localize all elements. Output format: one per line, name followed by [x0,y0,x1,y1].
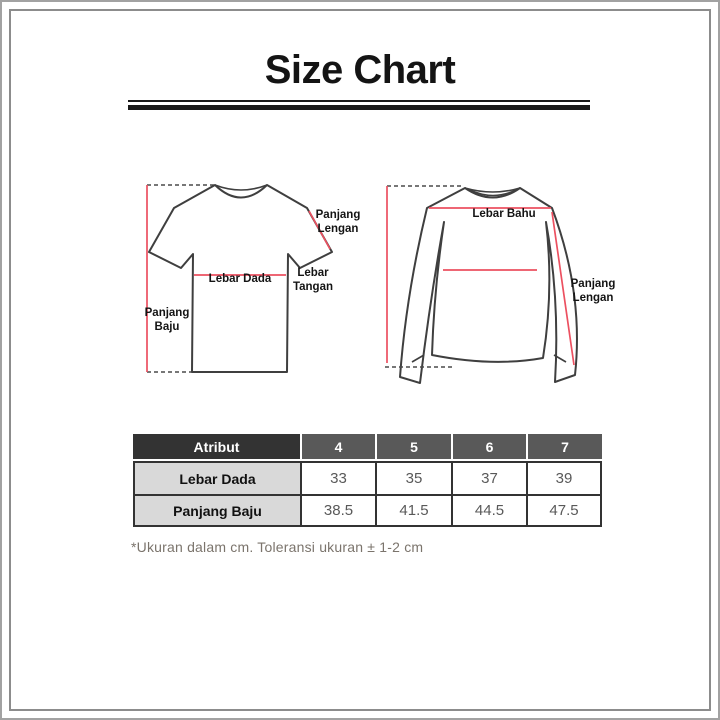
table-header-size-6: 6 [451,434,526,461]
table-header-size-4: 4 [300,434,375,461]
cell-value: 44.5 [451,494,526,527]
sleeve-length-measure-line [308,210,331,250]
label-sleeve-length-short: Panjang Lengan [306,209,370,236]
table-header-atribut: Atribut [133,434,300,461]
right-cuff-seam [553,354,567,363]
label-line: Lebar [297,267,329,279]
sleeve-length-measure-line [551,211,575,366]
cell-value: 47.5 [526,494,602,527]
label-line: Tangan [292,280,334,293]
size-table: Atribut 4 5 6 7 Lebar Dada 33 35 37 39 P… [133,434,602,527]
table-header-size-5: 5 [375,434,451,461]
label-line: Lengan [572,291,614,304]
label-sleeve-length-long: Panjang Lengan [561,278,625,305]
back-collar-seam [464,187,521,193]
tshirt-back-collar-seam [214,184,268,191]
cell-value: 35 [375,461,451,494]
label-shoulder-width: Lebar Bahu [472,208,536,220]
table-row-panjang-baju: Panjang Baju 38.5 41.5 44.5 47.5 [133,494,602,527]
row-label: Lebar Dada [133,461,300,494]
label-shirt-length: Panjang Baju [135,307,199,334]
title-divider-thick-line [128,105,590,110]
collar-rib-seam [469,189,517,197]
cell-value: 33 [300,461,375,494]
label-line: Panjang [570,278,616,290]
row-label: Panjang Baju [133,494,300,527]
cell-value: 37 [451,461,526,494]
label-line: Baju [154,320,180,333]
long-sleeve-shirt-diagram [385,185,578,384]
label-hand-width: Lebar Tangan [281,267,345,294]
label-line: Panjang [315,209,361,221]
label-chest-width: Lebar Dada [208,273,272,285]
cell-value: 41.5 [375,494,451,527]
cell-value: 39 [526,461,602,494]
title-divider-thin-line [128,100,590,102]
page-title: Size Chart [264,48,456,92]
table-row-lebar-dada: Lebar Dada 33 35 37 39 [133,461,602,494]
short-sleeve-shirt-diagram [146,184,333,373]
cell-value: 38.5 [300,494,375,527]
label-line: Lengan [317,222,359,235]
table-header-row: Atribut 4 5 6 7 [133,434,602,461]
longsleeve-outline [399,187,578,384]
label-line: Panjang [144,307,190,319]
units-tolerance-footnote: *Ukuran dalam cm. Toleransi ukuran ± 1-2… [131,539,424,555]
table-header-size-7: 7 [526,434,602,461]
left-cuff-seam [411,354,425,363]
